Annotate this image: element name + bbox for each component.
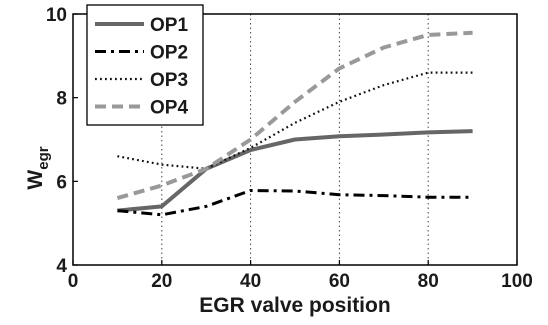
x-tick-label: 20	[151, 271, 172, 292]
series-layer	[116, 30, 473, 217]
y-tick-label: 4	[56, 256, 67, 277]
x-tick-label: 100	[501, 271, 533, 292]
series-line-op1	[117, 129, 473, 213]
x-tick-label: 80	[418, 271, 439, 292]
y-axis-title: Wegr	[24, 146, 52, 189]
y-tick-label: 6	[56, 172, 67, 193]
series-line-op4	[116, 30, 473, 201]
x-tick-label: 60	[329, 271, 350, 292]
y-axis-title-subscript: egr	[35, 146, 52, 170]
legend-label-op1: OP1	[150, 15, 188, 36]
legend: OP1 OP2 OP3 OP4	[86, 4, 204, 126]
x-tick-label: 40	[240, 271, 261, 292]
legend-label-op2: OP2	[150, 43, 188, 64]
legend-label-op4: OP4	[150, 98, 188, 119]
x-tick-label: 0	[68, 271, 79, 292]
series-line-op3	[117, 71, 473, 170]
x-axis-title: EGR valve position	[199, 294, 390, 317]
y-tick-label: 8	[56, 89, 67, 110]
series-line-op2	[117, 189, 473, 217]
legend-label-op3: OP3	[150, 70, 188, 91]
tick-layer: 0 20 40 60 80 100 4 6 8 10	[46, 5, 533, 292]
y-axis-title-main: W	[24, 170, 47, 190]
plot-frame	[72, 13, 518, 266]
y-tick-label: 10	[46, 5, 67, 26]
